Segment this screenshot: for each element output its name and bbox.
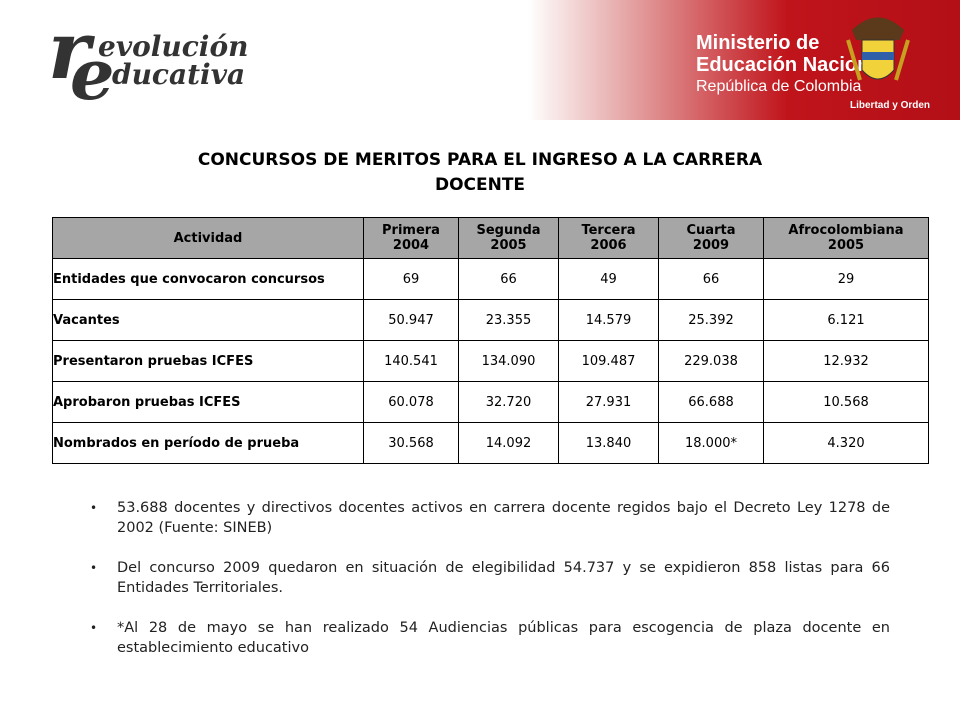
column-name: Cuarta (686, 223, 736, 238)
column-name: Primera (382, 223, 440, 238)
column-header: Segunda 2005 (458, 217, 559, 259)
cell: 23.355 (458, 299, 559, 341)
logo-line1: evolución (98, 30, 249, 63)
logo-line2: ducativa (112, 58, 246, 91)
ministry-line3: República de Colombia (696, 78, 862, 95)
column-header: Tercera 2006 (558, 217, 659, 259)
column-year: 2005 (490, 238, 527, 253)
bullet: 53.688 docentes y directivos docentes ac… (90, 498, 890, 538)
column-name: Segunda (476, 223, 541, 238)
column-name: Actividad (173, 230, 243, 246)
logo-r: r (48, 3, 91, 97)
cell: 4.320 (763, 422, 929, 464)
condor (852, 17, 904, 40)
cell: 6.121 (763, 299, 929, 341)
cell: 66 (458, 258, 559, 300)
cell: 109.487 (558, 340, 659, 382)
cell: 30.568 (363, 422, 459, 464)
cell: 29 (763, 258, 929, 300)
cell: 229.038 (658, 340, 764, 382)
title-line: DOCENTE (434, 175, 526, 195)
row-label: Vacantes (52, 299, 364, 341)
ministry-line2: Educación Nacional (696, 54, 887, 76)
table: Actividad Primera 2004 Segunda 2005 Tercera 20… (52, 217, 929, 464)
cell: 18.000* (658, 422, 764, 464)
table-row: Aprobaron pruebas ICFES 60.078 32.720 27.93… (52, 381, 929, 423)
bullets: 53.688 docentes y directivos docentes ac… (90, 498, 890, 678)
bullet: *Al 28 de mayo se han realizado 54 Audie… (90, 618, 890, 658)
column-year: 2004 (392, 238, 430, 253)
cell: 49 (558, 258, 659, 300)
coat-of-arms (846, 17, 910, 81)
cell: 27.931 (558, 381, 659, 423)
row-label: Entidades que convocaron concursos (52, 258, 364, 300)
column-year: 2005 (827, 238, 865, 253)
cell: 32.720 (458, 381, 559, 423)
cell: 12.932 (763, 340, 929, 382)
column-year: 2006 (590, 238, 627, 253)
row-label: Nombrados en período de prueba (52, 422, 364, 464)
table-row: Presentaron pruebas ICFES 140.541 134.090 1… (52, 340, 929, 382)
title: CONCURSOS DE MERITOS PARA EL INGRESO A L… (0, 148, 960, 198)
cell: 10.568 (763, 381, 929, 423)
cell: 66.688 (658, 381, 764, 423)
cell: 134.090 (458, 340, 559, 382)
column-name: Tercera (581, 223, 636, 238)
column-header: Afrocolombiana 2005 (763, 217, 929, 259)
cell: 14.579 (558, 299, 659, 341)
column-header: Actividad (52, 217, 364, 259)
row-label: Aprobaron pruebas ICFES (52, 381, 364, 423)
cell: 25.392 (658, 299, 764, 341)
column-header: Primera 2004 (363, 217, 459, 259)
table-row: Nombrados en período de prueba 30.568 14.0… (52, 422, 929, 464)
header-band: r evolución e ducativa Ministerio de Edu… (0, 0, 960, 120)
row-label: Presentaron pruebas ICFES (52, 340, 364, 382)
cell: 60.078 (363, 381, 459, 423)
cell: 66 (658, 258, 764, 300)
cell: 13.840 (558, 422, 659, 464)
cell: 140.541 (363, 340, 459, 382)
column-name: Afrocolombiana (788, 223, 904, 238)
cell: 50.947 (363, 299, 459, 341)
cell: 69 (363, 258, 459, 300)
logo-e: e (70, 33, 115, 116)
ministry-line1: Ministerio de (696, 32, 820, 54)
column-year: 2009 (692, 238, 730, 253)
column-header: Cuarta 2009 (658, 217, 764, 259)
cell: 14.092 (458, 422, 559, 464)
bullet: Del concurso 2009 quedaron en situación … (90, 558, 890, 598)
title-line: CONCURSOS DE MERITOS PARA EL INGRESO A L… (197, 150, 763, 170)
shield-band (862, 52, 894, 60)
table-row: Entidades que convocaron concursos 69 66 49… (52, 258, 929, 300)
motto: Libertad y Orden (850, 100, 931, 111)
flags (846, 39, 910, 81)
table-row: Vacantes 50.947 23.355 14.579 25.392 6.121 (52, 299, 929, 341)
